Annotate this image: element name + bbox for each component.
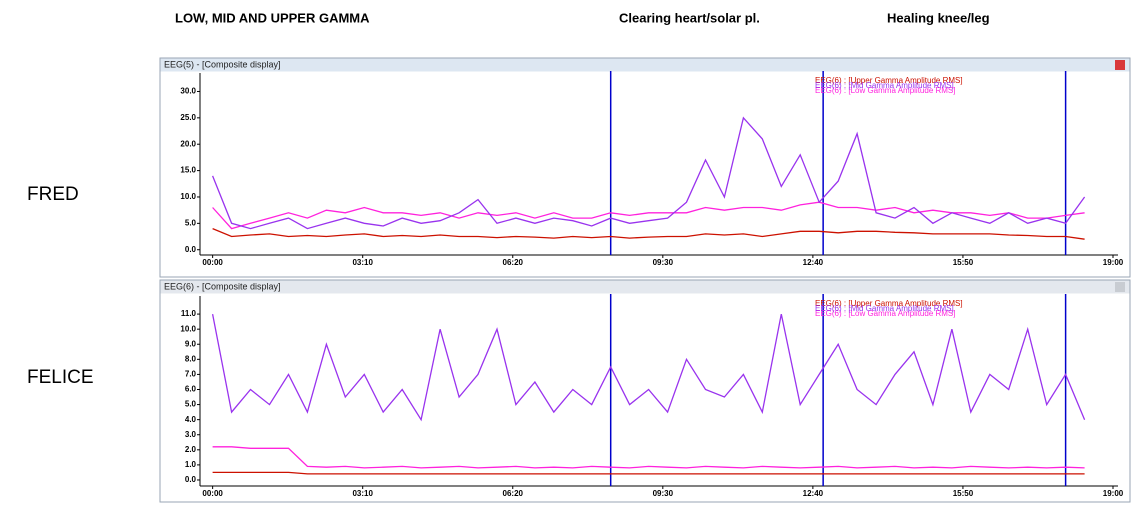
y-tick-label: 8.0: [185, 354, 197, 363]
x-tick-label: 06:20: [503, 258, 524, 267]
x-tick-label: 09:30: [653, 258, 674, 267]
y-tick-label: 0.0: [185, 475, 197, 484]
y-tick-label: 11.0: [181, 309, 197, 318]
y-tick-label: 5.0: [185, 400, 197, 409]
series-line: [212, 446, 1085, 469]
heading: Healing knee/leg: [887, 10, 990, 25]
window-title: EEG(5) - [Composite display]: [164, 59, 281, 69]
y-tick-label: 0.0: [185, 245, 197, 254]
series-line: [212, 201, 1085, 230]
window: [159, 57, 1131, 278]
subject-label: FRED: [27, 184, 79, 205]
title-bar: [160, 58, 1130, 72]
y-tick-label: 10.0: [180, 324, 196, 333]
x-tick-label: 15:50: [953, 489, 974, 498]
y-tick-label: 10.0: [180, 192, 196, 201]
series-line: [211, 116, 1086, 230]
y-tick-label: 4.0: [185, 415, 197, 424]
x-tick-label: 03:10: [352, 258, 373, 267]
x-tick-label: 00:00: [202, 258, 223, 267]
legend-entry: EEG(6) : [Mid Gamma Amplitude RMS]: [815, 81, 954, 90]
legend-entry: EEG(6) : [Low Gamma Amplitude RMS]: [815, 309, 956, 318]
x-tick-label: 12:40: [803, 489, 824, 498]
x-tick-label: 12:40: [803, 258, 824, 267]
x-tick-label: 19:00: [1103, 258, 1124, 267]
x-tick-label: 00:00: [202, 489, 223, 498]
y-tick-label: 5.0: [185, 218, 197, 227]
y-tick-label: 9.0: [185, 339, 197, 348]
y-tick-label: 15.0: [180, 166, 196, 175]
close-button[interactable]: [1115, 282, 1125, 292]
y-tick-label: 3.0: [185, 430, 197, 439]
legend-entry: EEG(6) : [Mid Gamma Amplitude RMS]: [815, 304, 954, 313]
y-tick-label: 1.0: [185, 460, 197, 469]
subject-label: FELICE: [27, 367, 94, 388]
x-tick-label: 06:20: [503, 489, 524, 498]
legend-entry: EEG(6) : [Low Gamma Amplitude RMS]: [815, 86, 956, 95]
heading: Clearing heart/solar pl.: [619, 10, 760, 25]
y-tick-label: 6.0: [185, 385, 197, 394]
series-line: [212, 227, 1085, 240]
x-tick-label: 09:30: [653, 489, 674, 498]
x-tick-label: 15:50: [953, 258, 974, 267]
legend-entry: EEG(6) : [Upper Gamma Amplitude RMS]: [815, 299, 963, 308]
y-tick-label: 30.0: [180, 87, 196, 96]
title-bar: [160, 280, 1130, 294]
close-button[interactable]: [1115, 60, 1125, 70]
y-tick-label: 2.0: [185, 445, 197, 454]
y-tick-label: 20.0: [180, 139, 196, 148]
series-line: [212, 471, 1085, 475]
x-tick-label: 03:10: [352, 489, 373, 498]
x-tick-label: 19:00: [1103, 489, 1124, 498]
heading: LOW, MID AND UPPER GAMMA: [175, 10, 370, 25]
y-tick-label: 7.0: [185, 370, 197, 379]
window: [159, 279, 1131, 503]
y-tick-label: 25.0: [180, 113, 196, 122]
legend-entry: EEG(6) : [Upper Gamma Amplitude RMS]: [815, 76, 963, 85]
window-title: EEG(6) - [Composite display]: [164, 281, 281, 291]
series-line: [211, 313, 1086, 422]
